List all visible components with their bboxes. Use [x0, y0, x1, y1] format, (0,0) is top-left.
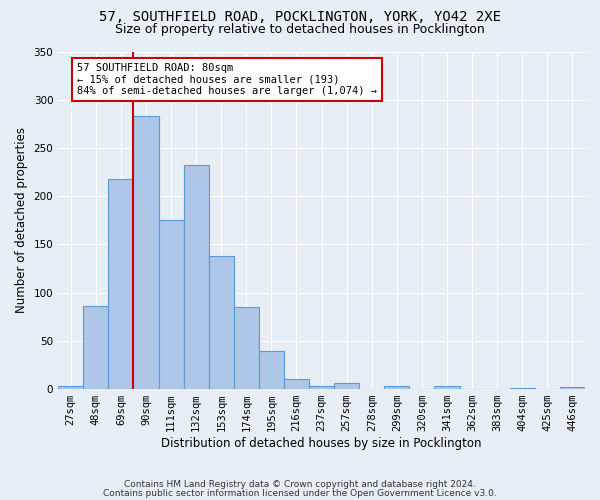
Bar	[560, 387, 585, 389]
Bar	[234, 307, 259, 389]
Text: Contains public sector information licensed under the Open Government Licence v3: Contains public sector information licen…	[103, 488, 497, 498]
Bar	[58, 386, 83, 389]
Bar	[109, 179, 133, 389]
Bar	[284, 380, 309, 389]
Bar	[510, 388, 535, 389]
Bar	[259, 350, 284, 389]
Y-axis label: Number of detached properties: Number of detached properties	[15, 128, 28, 314]
Bar	[334, 384, 359, 389]
Bar	[158, 220, 184, 389]
Bar	[309, 386, 334, 389]
Bar	[133, 116, 158, 389]
Bar	[83, 306, 109, 389]
Bar	[209, 256, 234, 389]
Text: 57 SOUTHFIELD ROAD: 80sqm
← 15% of detached houses are smaller (193)
84% of semi: 57 SOUTHFIELD ROAD: 80sqm ← 15% of detac…	[77, 63, 377, 96]
Bar	[385, 386, 409, 389]
Bar	[434, 386, 460, 389]
Text: Contains HM Land Registry data © Crown copyright and database right 2024.: Contains HM Land Registry data © Crown c…	[124, 480, 476, 489]
Bar	[184, 166, 209, 389]
Text: 57, SOUTHFIELD ROAD, POCKLINGTON, YORK, YO42 2XE: 57, SOUTHFIELD ROAD, POCKLINGTON, YORK, …	[99, 10, 501, 24]
Text: Size of property relative to detached houses in Pocklington: Size of property relative to detached ho…	[115, 22, 485, 36]
X-axis label: Distribution of detached houses by size in Pocklington: Distribution of detached houses by size …	[161, 437, 482, 450]
